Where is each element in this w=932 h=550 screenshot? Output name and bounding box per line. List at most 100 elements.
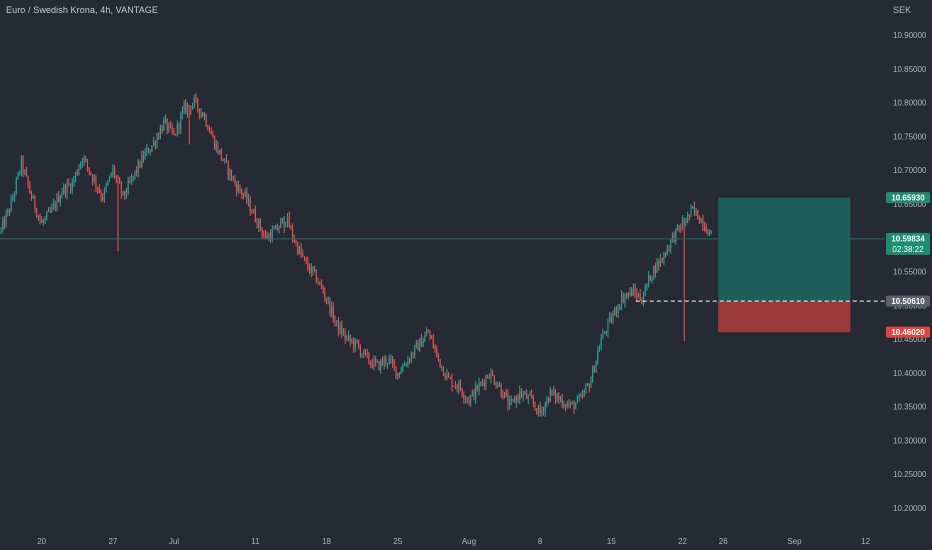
candle-body xyxy=(154,141,156,146)
candle-body xyxy=(283,217,285,226)
candle-body xyxy=(534,403,536,409)
candle-body xyxy=(641,300,643,304)
candle-body xyxy=(307,261,309,269)
candle-body xyxy=(697,210,699,220)
candle-body xyxy=(692,206,694,208)
candle-body xyxy=(81,161,83,163)
candle-body xyxy=(71,181,73,191)
candle-body xyxy=(17,173,19,180)
candle-body xyxy=(244,191,246,196)
x-tick-label: 26 xyxy=(719,537,728,546)
candle-body xyxy=(217,144,219,154)
candle-body xyxy=(602,332,604,339)
candle-body xyxy=(287,216,289,223)
candle-body xyxy=(432,338,434,348)
candle-body xyxy=(654,265,656,273)
candle-body xyxy=(368,354,370,363)
candle-body xyxy=(329,299,331,314)
candle-body xyxy=(414,345,416,356)
candle-body xyxy=(371,363,373,368)
candle-body xyxy=(470,395,472,404)
candle-body xyxy=(434,347,436,350)
candle-body xyxy=(319,282,321,284)
candle-body xyxy=(354,339,356,349)
stop-price-badge-bg xyxy=(886,326,930,338)
candle-body xyxy=(176,123,178,135)
candle-body xyxy=(559,398,561,400)
candle-body xyxy=(156,136,158,146)
candle-body xyxy=(609,316,611,321)
candle-body xyxy=(180,114,182,129)
candle-body xyxy=(536,408,538,414)
candle-body xyxy=(144,151,146,159)
y-tick-label: 10.40000 xyxy=(893,369,927,378)
candle-body xyxy=(351,340,353,342)
candle-body xyxy=(229,170,231,176)
candle-body xyxy=(42,221,44,223)
price-axis-area xyxy=(885,0,932,550)
candle-body xyxy=(463,395,465,399)
candle-body xyxy=(342,332,344,335)
candle-body xyxy=(619,307,621,309)
candle-body xyxy=(163,119,165,131)
candle-body xyxy=(583,390,585,396)
candle-body xyxy=(159,127,161,138)
candle-body xyxy=(219,149,221,154)
candle-body xyxy=(225,158,227,162)
candle-body xyxy=(454,385,456,387)
candle-body xyxy=(56,196,58,208)
candle-body xyxy=(266,235,268,239)
candle-body xyxy=(465,398,467,400)
candle-body xyxy=(212,134,214,137)
candles-group xyxy=(0,93,712,418)
candle-body xyxy=(39,216,41,220)
candle-body xyxy=(3,220,5,226)
candle-body xyxy=(353,340,355,349)
candle-body xyxy=(137,161,139,173)
candle-body xyxy=(622,294,624,303)
candle-body xyxy=(248,198,250,202)
candle-body xyxy=(146,148,148,152)
candle-body xyxy=(297,242,299,254)
candle-body xyxy=(75,172,77,180)
candle-body xyxy=(709,231,711,236)
candle-body xyxy=(168,124,170,131)
candle-body xyxy=(422,341,424,347)
candle-body xyxy=(700,218,702,224)
candle-body xyxy=(520,390,522,397)
candle-body xyxy=(566,403,568,407)
y-tick-label: 10.80000 xyxy=(893,99,927,108)
candle-body xyxy=(314,269,316,271)
candle-body xyxy=(237,185,239,192)
candle-body xyxy=(64,185,66,195)
candle-body xyxy=(315,269,317,283)
candle-body xyxy=(565,405,567,407)
candle-body xyxy=(507,395,509,407)
candle-body xyxy=(495,384,497,387)
candle-body xyxy=(390,358,392,360)
candle-body xyxy=(453,385,455,387)
candle-body xyxy=(575,403,577,410)
candle-body xyxy=(541,410,543,414)
candle-body xyxy=(241,190,243,195)
candle-body xyxy=(220,149,222,159)
candle-body xyxy=(690,207,692,216)
candle-body xyxy=(483,382,485,386)
candle-body xyxy=(649,275,651,282)
candle-body xyxy=(341,325,343,335)
candle-body xyxy=(458,382,460,389)
candle-body xyxy=(107,181,109,186)
candle-body xyxy=(153,141,155,146)
candle-body xyxy=(20,157,22,173)
candle-body xyxy=(358,342,360,348)
candle-body xyxy=(302,253,304,257)
candle-body xyxy=(651,276,653,282)
candle-body xyxy=(682,220,684,230)
candle-body xyxy=(429,332,431,336)
candle-body xyxy=(527,395,529,399)
candle-body xyxy=(90,172,92,175)
candle-body xyxy=(585,385,587,391)
candle-body xyxy=(334,320,336,322)
